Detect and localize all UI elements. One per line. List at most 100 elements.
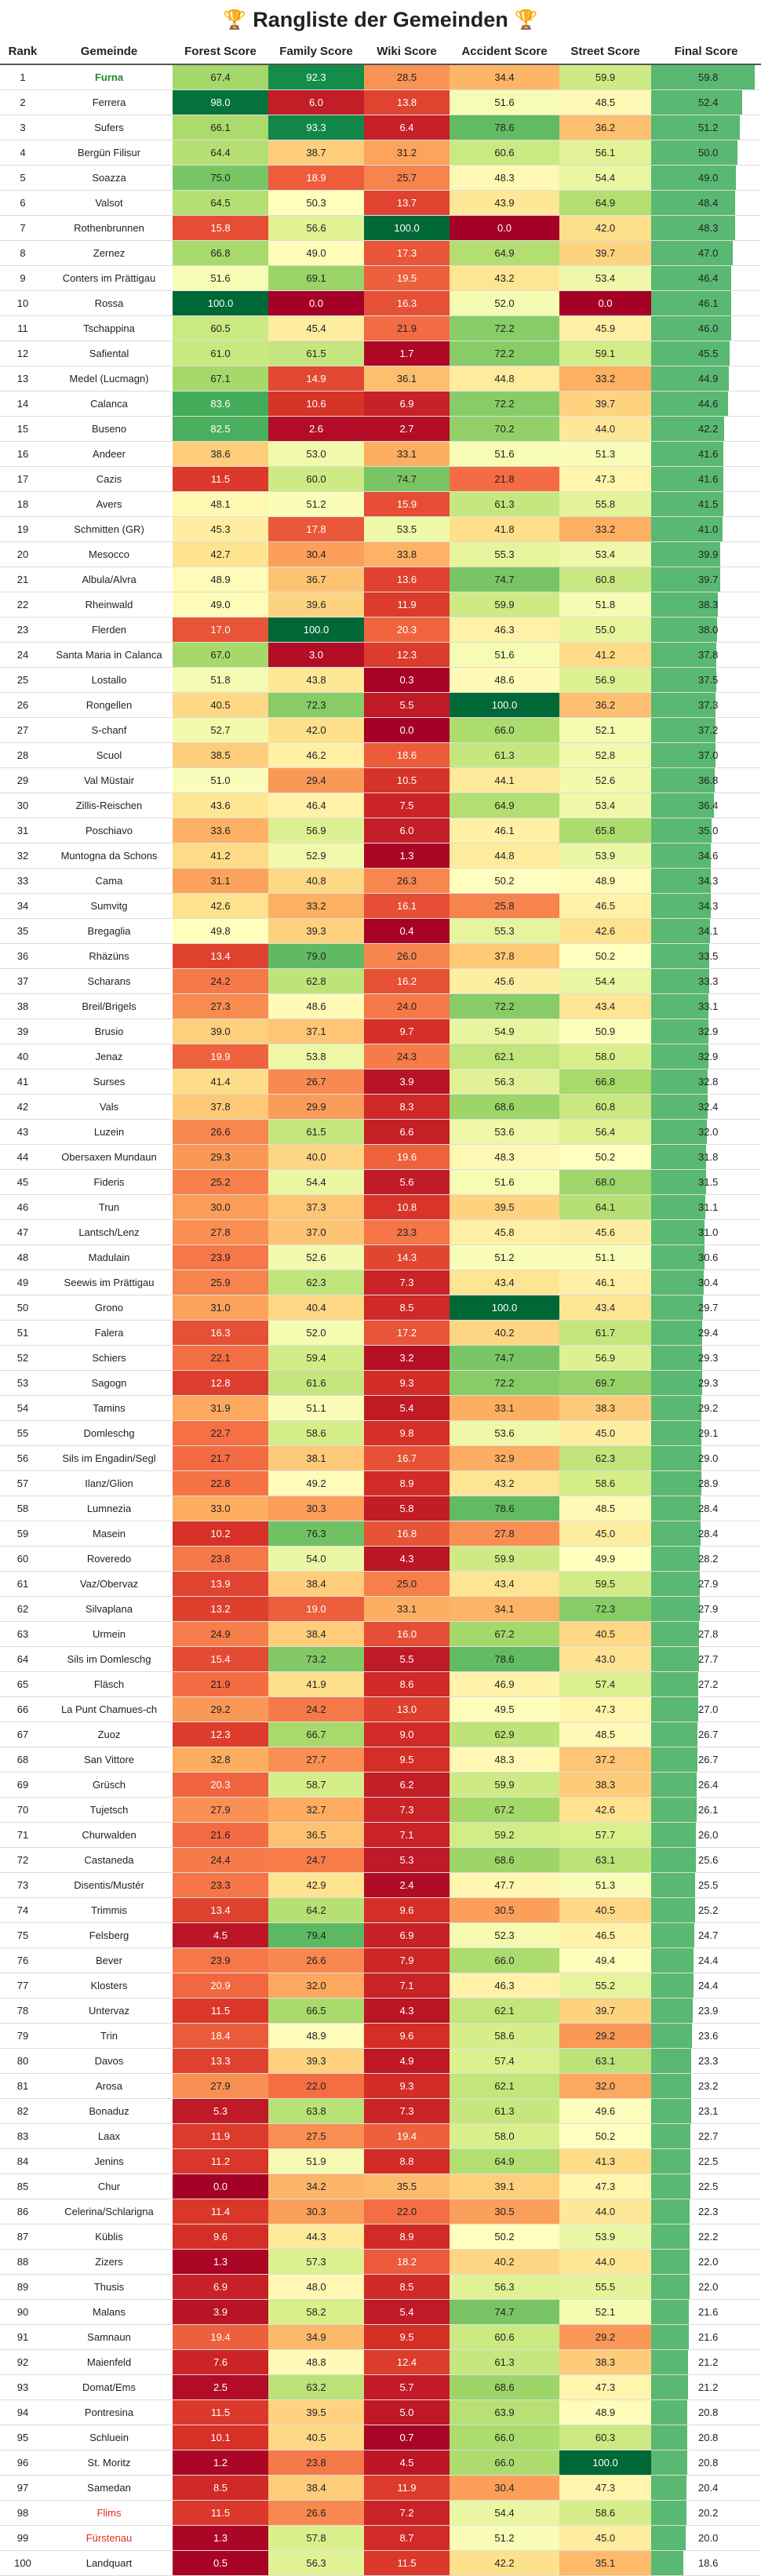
table-row[interactable]: 49 Seewis im Prättigau 25.9 62.3 7.3 43.4 46.1…	[0, 1270, 761, 1295]
table-row[interactable]: 66 La Punt Chamues-ch 29.2 24.2 13.0 49.5 47.3…	[0, 1696, 761, 1722]
table-row[interactable]: 8 Zernez 66.8 49.0 17.3 64.9 39.7 47.0	[0, 240, 761, 266]
table-row[interactable]: 60 Roveredo 23.8 54.0 4.3 59.9 49.9 28.2	[0, 1546, 761, 1572]
column-header-gemeinde[interactable]: Gemeinde	[46, 39, 173, 65]
table-row[interactable]: 20 Mesocco 42.7 30.4 33.8 55.3 53.4 39.9	[0, 541, 761, 567]
table-row[interactable]: 3 Sufers 66.1 93.3 6.4 78.6 36.2 51.2	[0, 115, 761, 140]
column-header-wiki[interactable]: Wiki Score	[364, 39, 450, 65]
table-row[interactable]: 84 Jenins 11.2 51.9 8.8 64.9 41.3 22.5	[0, 2148, 761, 2174]
table-row[interactable]: 14 Calanca 83.6 10.6 6.9 72.2 39.7 44.6	[0, 391, 761, 417]
table-row[interactable]: 28 Scuol 38.5 46.2 18.6 61.3 52.8 37.0	[0, 742, 761, 768]
table-row[interactable]: 62 Silvaplana 13.2 19.0 33.1 34.1 72.3 27.9	[0, 1596, 761, 1622]
table-row[interactable]: 69 Grüsch 20.3 58.7 6.2 59.9 38.3 26.4	[0, 1772, 761, 1798]
table-row[interactable]: 2 Ferrera 98.0 6.0 13.8 51.6 48.5 52.4	[0, 89, 761, 115]
table-row[interactable]: 68 San Vittore 32.8 27.7 9.5 48.3 37.2 26.7	[0, 1747, 761, 1773]
table-row[interactable]: 40 Jenaz 19.9 53.8 24.3 62.1 58.0 32.9	[0, 1044, 761, 1069]
table-row[interactable]: 98 Flims 11.5 26.6 7.2 54.4 58.6 20.2	[0, 2500, 761, 2526]
table-row[interactable]: 4 Bergün Filisur 64.4 38.7 31.2 60.6 56.1 50.0	[0, 140, 761, 166]
table-row[interactable]: 34 Sumvitg 42.6 33.2 16.1 25.8 46.5 34.3	[0, 893, 761, 919]
table-row[interactable]: 99 Fürstenau 1.3 57.8 8.7 51.2 45.0 20.0	[0, 2525, 761, 2551]
table-row[interactable]: 42 Vals 37.8 29.9 8.3 68.6 60.8 32.4	[0, 1094, 761, 1120]
table-row[interactable]: 5 Soazza 75.0 18.9 25.7 48.3 54.4 49.0	[0, 165, 761, 191]
table-row[interactable]: 29 Val Müstair 51.0 29.4 10.5 44.1 52.6 36.8	[0, 767, 761, 793]
table-row[interactable]: 35 Bregaglia 49.8 39.3 0.4 55.3 42.6 34.1	[0, 918, 761, 944]
table-row[interactable]: 39 Brusio 39.0 37.1 9.7 54.9 50.9 32.9	[0, 1018, 761, 1044]
table-row[interactable]: 31 Poschiavo 33.6 56.9 6.0 46.1 65.8 35.0	[0, 818, 761, 843]
table-row[interactable]: 10 Rossa 100.0 0.0 16.3 52.0 0.0 46.1	[0, 290, 761, 316]
table-row[interactable]: 33 Cama 31.1 40.8 26.3 50.2 48.9 34.3	[0, 868, 761, 894]
table-row[interactable]: 70 Tujetsch 27.9 32.7 7.3 67.2 42.6 26.1	[0, 1797, 761, 1823]
column-header-family[interactable]: Family Score	[268, 39, 364, 65]
table-row[interactable]: 24 Santa Maria in Calanca 67.0 3.0 12.3 51.6 4…	[0, 642, 761, 668]
table-row[interactable]: 100 Landquart 0.5 56.3 11.5 42.2 35.1 18.6	[0, 2550, 761, 2576]
table-row[interactable]: 82 Bonaduz 5.3 63.8 7.3 61.3 49.6 23.1	[0, 2098, 761, 2124]
table-row[interactable]: 22 Rheinwald 49.0 39.6 11.9 59.9 51.8 38.3	[0, 592, 761, 618]
table-row[interactable]: 96 St. Moritz 1.2 23.8 4.5 66.0 100.0 20.8	[0, 2450, 761, 2476]
table-row[interactable]: 21 Albula/Alvra 48.9 36.7 13.6 74.7 60.8 39.7	[0, 567, 761, 592]
table-row[interactable]: 77 Klosters 20.9 32.0 7.1 46.3 55.2 24.4	[0, 1973, 761, 1998]
table-row[interactable]: 78 Untervaz 11.5 66.5 4.3 62.1 39.7 23.9	[0, 1998, 761, 2024]
table-row[interactable]: 88 Zizers 1.3 57.3 18.2 40.2 44.0 22.0	[0, 2249, 761, 2275]
table-row[interactable]: 85 Chur 0.0 34.2 35.5 39.1 47.3 22.5	[0, 2173, 761, 2199]
table-row[interactable]: 71 Churwalden 21.6 36.5 7.1 59.2 57.7 26.0	[0, 1822, 761, 1848]
table-row[interactable]: 89 Thusis 6.9 48.0 8.5 56.3 55.5 22.0	[0, 2274, 761, 2300]
table-row[interactable]: 79 Trin 18.4 48.9 9.6 58.6 29.2 23.6	[0, 2023, 761, 2049]
table-row[interactable]: 56 Sils im Engadin/Segl 21.7 38.1 16.7 32.9 62…	[0, 1445, 761, 1471]
table-row[interactable]: 65 Fläsch 21.9 41.9 8.6 46.9 57.4 27.2	[0, 1671, 761, 1697]
table-row[interactable]: 58 Lumnezia 33.0 30.3 5.8 78.6 48.5 28.4	[0, 1496, 761, 1521]
table-row[interactable]: 51 Falera 16.3 52.0 17.2 40.2 61.7 29.4	[0, 1320, 761, 1346]
table-row[interactable]: 90 Malans 3.9 58.2 5.4 74.7 52.1 21.6	[0, 2299, 761, 2325]
table-row[interactable]: 50 Grono 31.0 40.4 8.5 100.0 43.4 29.7	[0, 1295, 761, 1321]
table-row[interactable]: 1 Furna 67.4 92.3 28.5 34.4 59.9 59.8	[0, 64, 761, 90]
table-row[interactable]: 72 Castaneda 24.4 24.7 5.3 68.6 63.1 25.6	[0, 1847, 761, 1873]
table-row[interactable]: 37 Scharans 24.2 62.8 16.2 45.6 54.4 33.3	[0, 968, 761, 994]
table-row[interactable]: 38 Breil/Brigels 27.3 48.6 24.0 72.2 43.4 33.1	[0, 993, 761, 1019]
table-row[interactable]: 59 Masein 10.2 76.3 16.8 27.8 45.0 28.4	[0, 1521, 761, 1547]
table-row[interactable]: 18 Avers 48.1 51.2 15.9 61.3 55.8 41.5	[0, 491, 761, 517]
table-row[interactable]: 92 Maienfeld 7.6 48.8 12.4 61.3 38.3 21.2	[0, 2349, 761, 2375]
table-row[interactable]: 47 Lantsch/Lenz 27.8 37.0 23.3 45.8 45.6 31.0	[0, 1219, 761, 1245]
table-row[interactable]: 75 Felsberg 4.5 79.4 6.9 52.3 46.5 24.7	[0, 1922, 761, 1948]
table-row[interactable]: 27 S-chanf 52.7 42.0 0.0 66.0 52.1 37.2	[0, 717, 761, 743]
table-row[interactable]: 41 Surses 41.4 26.7 3.9 56.3 66.8 32.8	[0, 1069, 761, 1095]
table-row[interactable]: 9 Conters im Prättigau 51.6 69.1 19.5 43.2 53.…	[0, 265, 761, 291]
table-row[interactable]: 61 Vaz/Obervaz 13.9 38.4 25.0 43.4 59.5 27.9	[0, 1571, 761, 1597]
column-header-forest[interactable]: Forest Score	[173, 39, 268, 65]
table-row[interactable]: 6 Valsot 64.5 50.3 13.7 43.9 64.9 48.4	[0, 190, 761, 216]
table-row[interactable]: 52 Schiers 22.1 59.4 3.2 74.7 56.9 29.3	[0, 1345, 761, 1371]
table-row[interactable]: 25 Lostallo 51.8 43.8 0.3 48.6 56.9 37.5	[0, 667, 761, 693]
table-row[interactable]: 44 Obersaxen Mundaun 29.3 40.0 19.6 48.3 50.2 3…	[0, 1144, 761, 1170]
table-row[interactable]: 67 Zuoz 12.3 66.7 9.0 62.9 48.5 26.7	[0, 1722, 761, 1747]
table-row[interactable]: 95 Schluein 10.1 40.5 0.7 66.0 60.3 20.8	[0, 2425, 761, 2450]
table-row[interactable]: 54 Tamins 31.9 51.1 5.4 33.1 38.3 29.2	[0, 1395, 761, 1421]
table-row[interactable]: 13 Medel (Lucmagn) 67.1 14.9 36.1 44.8 33.2 44.…	[0, 366, 761, 392]
table-row[interactable]: 19 Schmitten (GR) 45.3 17.8 53.5 41.8 33.2 41.0	[0, 516, 761, 542]
table-row[interactable]: 16 Andeer 38.6 53.0 33.1 51.6 51.3 41.6	[0, 441, 761, 467]
table-row[interactable]: 53 Sagogn 12.8 61.6 9.3 72.2 69.7 29.3	[0, 1370, 761, 1396]
table-row[interactable]: 48 Madulain 23.9 52.6 14.3 51.2 51.1 30.6	[0, 1244, 761, 1270]
table-row[interactable]: 64 Sils im Domleschg 15.4 73.2 5.5 78.6 43.0 27…	[0, 1646, 761, 1672]
table-row[interactable]: 11 Tschappina 60.5 45.4 21.9 72.2 45.9 46.0	[0, 315, 761, 341]
table-row[interactable]: 63 Urmein 24.9 38.4 16.0 67.2 40.5 27.8	[0, 1621, 761, 1647]
table-row[interactable]: 36 Rhäzüns 13.4 79.0 26.0 37.8 50.2 33.5	[0, 943, 761, 969]
column-header-accident[interactable]: Accident Score	[450, 39, 559, 65]
table-row[interactable]: 91 Samnaun 19.4 34.9 9.5 60.6 29.2 21.6	[0, 2324, 761, 2350]
column-header-street[interactable]: Street Score	[559, 39, 651, 65]
table-row[interactable]: 74 Trimmis 13.4 64.2 9.6 30.5 40.5 25.2	[0, 1897, 761, 1923]
table-row[interactable]: 81 Arosa 27.9 22.0 9.3 62.1 32.0 23.2	[0, 2073, 761, 2099]
table-row[interactable]: 86 Celerina/Schlarigna 11.4 30.3 22.0 30.5 44.…	[0, 2199, 761, 2224]
column-header-final[interactable]: Final Score	[651, 39, 761, 65]
table-row[interactable]: 97 Samedan 8.5 38.4 11.9 30.4 47.3 20.4	[0, 2475, 761, 2501]
table-row[interactable]: 57 Ilanz/Glion 22.8 49.2 8.9 43.2 58.6 28.9	[0, 1470, 761, 1496]
column-header-rank[interactable]: Rank	[0, 39, 46, 65]
table-row[interactable]: 26 Rongellen 40.5 72.3 5.5 100.0 36.2 37.3	[0, 692, 761, 718]
table-row[interactable]: 83 Laax 11.9 27.5 19.4 58.0 50.2 22.7	[0, 2123, 761, 2149]
table-row[interactable]: 43 Luzein 26.6 61.5 6.6 53.6 56.4 32.0	[0, 1119, 761, 1145]
table-row[interactable]: 55 Domleschg 22.7 58.6 9.8 53.6 45.0 29.1	[0, 1420, 761, 1446]
table-row[interactable]: 45 Fideris 25.2 54.4 5.6 51.6 68.0 31.5	[0, 1169, 761, 1195]
table-row[interactable]: 80 Davos 13.3 39.3 4.9 57.4 63.1 23.3	[0, 2048, 761, 2074]
table-row[interactable]: 46 Trun 30.0 37.3 10.8 39.5 64.1 31.1	[0, 1194, 761, 1220]
table-row[interactable]: 23 Flerden 17.0 100.0 20.3 46.3 55.0 38.0	[0, 617, 761, 643]
table-row[interactable]: 76 Bever 23.9 26.6 7.9 66.0 49.4 24.4	[0, 1947, 761, 1973]
table-row[interactable]: 17 Cazis 11.5 60.0 74.7 21.8 47.3 41.6	[0, 466, 761, 492]
table-row[interactable]: 7 Rothenbrunnen 15.8 56.6 100.0 0.0 42.0 48.3	[0, 215, 761, 241]
